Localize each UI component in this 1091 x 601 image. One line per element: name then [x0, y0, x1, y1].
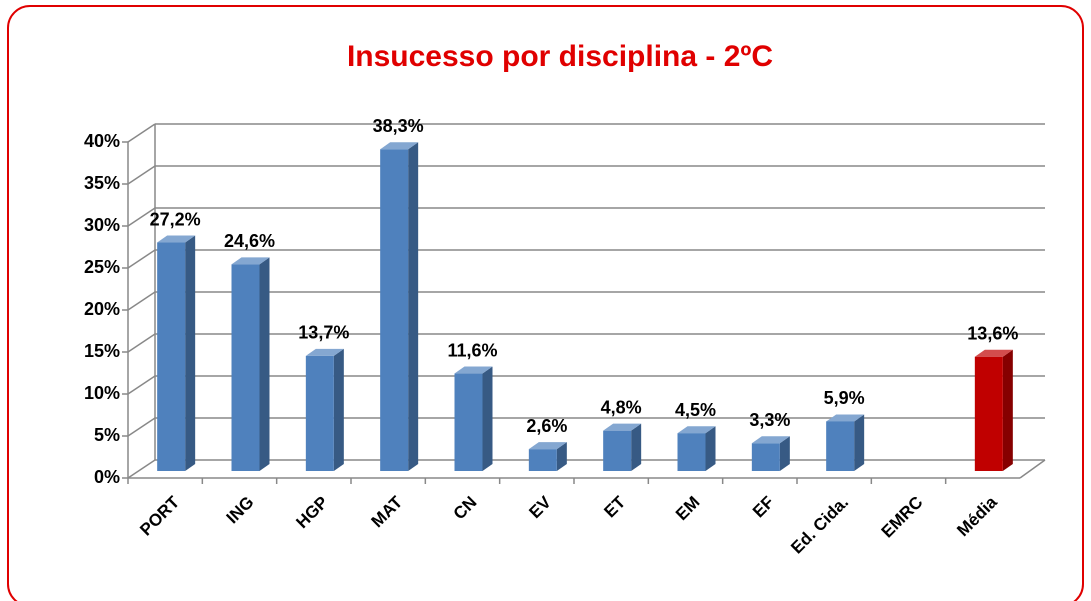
value-label: 2,6%: [526, 416, 567, 436]
bar-top: [231, 257, 270, 265]
bar: [231, 264, 260, 471]
bar: [974, 356, 1003, 471]
y-tick-label: 25%: [84, 257, 120, 277]
bar-side: [333, 348, 344, 471]
bar-top: [380, 142, 419, 150]
bar-top: [603, 423, 642, 431]
bar-side: [185, 235, 196, 471]
bar-side: [854, 414, 865, 471]
bar-top: [157, 235, 196, 243]
y-tick-label: 10%: [84, 383, 120, 403]
grid-line-side: [127, 123, 156, 143]
grid-line-side: [127, 249, 156, 269]
bar-top: [454, 366, 493, 374]
bar: [157, 242, 186, 471]
grid-line-side: [127, 417, 156, 437]
value-label: 4,8%: [601, 397, 642, 417]
bar-top: [528, 442, 567, 450]
bar-side: [556, 442, 567, 471]
y-tick-label: 0%: [94, 467, 120, 487]
grid-line-side: [127, 207, 156, 227]
y-tick-label: 40%: [84, 131, 120, 151]
grid-line-side: [127, 375, 156, 395]
bar: [677, 433, 706, 471]
value-label: 3,3%: [749, 410, 790, 430]
bar-side: [408, 142, 419, 471]
bar-side: [705, 426, 716, 471]
bar: [305, 355, 334, 471]
chart-title: Insucesso por disciplina - 2ºC: [347, 40, 773, 73]
bar-top: [677, 426, 716, 434]
value-label: 11,6%: [447, 340, 497, 360]
bar-side: [1002, 349, 1013, 471]
grid-line-side: [127, 333, 156, 353]
grid-line-side: [127, 165, 156, 185]
bar-side: [259, 257, 270, 471]
bar-top: [305, 348, 344, 356]
value-label: 4,5%: [675, 400, 716, 420]
bar-top: [826, 414, 865, 422]
bar-top: [751, 436, 790, 444]
bar: [454, 373, 483, 471]
bar-side: [482, 366, 493, 471]
value-label: 5,9%: [824, 388, 865, 408]
value-label: 13,7%: [298, 323, 349, 343]
frame: [7, 5, 1084, 601]
value-label: 27,2%: [150, 209, 201, 229]
value-label: 24,6%: [224, 231, 275, 251]
bar-side: [779, 436, 790, 471]
bar: [528, 449, 557, 471]
grid-line-side: [127, 291, 156, 311]
y-tick-label: 30%: [84, 215, 120, 235]
value-label: 13,6%: [967, 324, 1018, 344]
floor-right: [1019, 459, 1046, 479]
bar: [826, 421, 855, 471]
bar: [380, 149, 409, 471]
bar-side: [631, 423, 642, 471]
y-tick-label: 35%: [84, 173, 120, 193]
bar: [751, 443, 780, 471]
y-tick-label: 15%: [84, 341, 120, 361]
bar: [603, 430, 632, 471]
value-label: 38,3%: [373, 116, 424, 136]
y-tick-label: 20%: [84, 299, 120, 319]
grid-line-side: [127, 459, 156, 479]
bar-top: [974, 349, 1013, 357]
y-tick-label: 5%: [94, 425, 120, 445]
